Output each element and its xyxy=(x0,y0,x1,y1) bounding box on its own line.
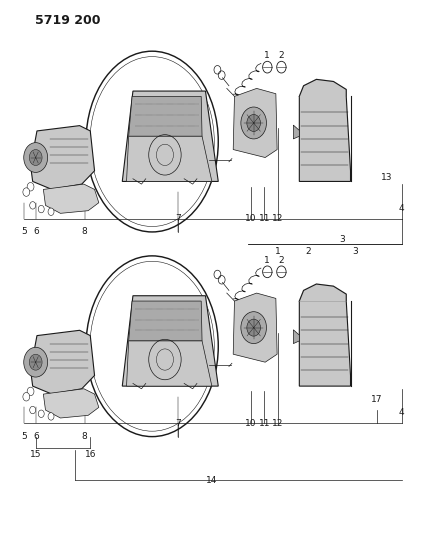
Circle shape xyxy=(247,115,261,132)
Text: 16: 16 xyxy=(85,450,96,459)
Text: 7: 7 xyxy=(175,214,181,223)
Circle shape xyxy=(23,188,30,196)
Circle shape xyxy=(24,143,48,172)
Circle shape xyxy=(38,410,44,417)
Circle shape xyxy=(29,354,42,370)
Circle shape xyxy=(48,208,54,215)
Text: 1: 1 xyxy=(265,256,270,265)
Polygon shape xyxy=(129,96,202,136)
Circle shape xyxy=(27,387,34,395)
Text: 6: 6 xyxy=(33,432,39,441)
Circle shape xyxy=(38,205,44,213)
Polygon shape xyxy=(293,125,299,139)
Polygon shape xyxy=(299,79,346,96)
Polygon shape xyxy=(299,96,351,181)
Text: 3: 3 xyxy=(339,236,345,245)
Polygon shape xyxy=(293,330,299,344)
Circle shape xyxy=(29,150,42,165)
Text: 12: 12 xyxy=(272,214,284,223)
Polygon shape xyxy=(43,184,99,213)
Circle shape xyxy=(30,406,36,414)
Text: 17: 17 xyxy=(371,395,383,404)
Text: 1: 1 xyxy=(265,52,270,60)
Text: 7: 7 xyxy=(175,419,181,428)
Polygon shape xyxy=(299,284,346,301)
Text: 4: 4 xyxy=(399,204,404,213)
Text: 6: 6 xyxy=(33,228,39,237)
Text: 5719 200: 5719 200 xyxy=(35,14,100,27)
Polygon shape xyxy=(299,301,351,386)
Text: 12: 12 xyxy=(272,419,284,428)
Text: 14: 14 xyxy=(206,476,217,484)
Text: 3: 3 xyxy=(352,247,358,256)
Circle shape xyxy=(277,61,286,73)
Circle shape xyxy=(263,266,272,278)
Text: 11: 11 xyxy=(259,419,270,428)
Polygon shape xyxy=(127,341,212,386)
Text: 13: 13 xyxy=(381,173,392,182)
Circle shape xyxy=(247,319,261,336)
Text: 10: 10 xyxy=(245,419,257,428)
Circle shape xyxy=(30,201,36,209)
Circle shape xyxy=(263,61,272,73)
Polygon shape xyxy=(122,91,218,181)
Circle shape xyxy=(27,182,34,191)
Circle shape xyxy=(277,266,286,278)
Polygon shape xyxy=(122,296,218,386)
Circle shape xyxy=(23,392,30,401)
Text: 4: 4 xyxy=(399,408,404,417)
Text: 2: 2 xyxy=(279,52,284,60)
Polygon shape xyxy=(233,88,277,158)
Polygon shape xyxy=(129,301,202,341)
Polygon shape xyxy=(30,330,95,394)
Circle shape xyxy=(241,107,267,139)
Text: 5: 5 xyxy=(21,432,27,441)
Text: 5: 5 xyxy=(21,228,27,237)
Text: 8: 8 xyxy=(82,432,88,441)
Text: 2: 2 xyxy=(305,247,311,256)
Text: 1: 1 xyxy=(275,247,281,256)
Text: 15: 15 xyxy=(30,450,42,459)
Circle shape xyxy=(48,413,54,420)
Circle shape xyxy=(241,312,267,344)
Text: 2: 2 xyxy=(279,256,284,265)
Polygon shape xyxy=(43,389,99,418)
Polygon shape xyxy=(233,293,277,362)
Text: 10: 10 xyxy=(245,214,257,223)
Polygon shape xyxy=(127,136,212,181)
Text: 11: 11 xyxy=(259,214,270,223)
Circle shape xyxy=(24,348,48,377)
Polygon shape xyxy=(30,126,95,189)
Text: 8: 8 xyxy=(82,228,88,237)
